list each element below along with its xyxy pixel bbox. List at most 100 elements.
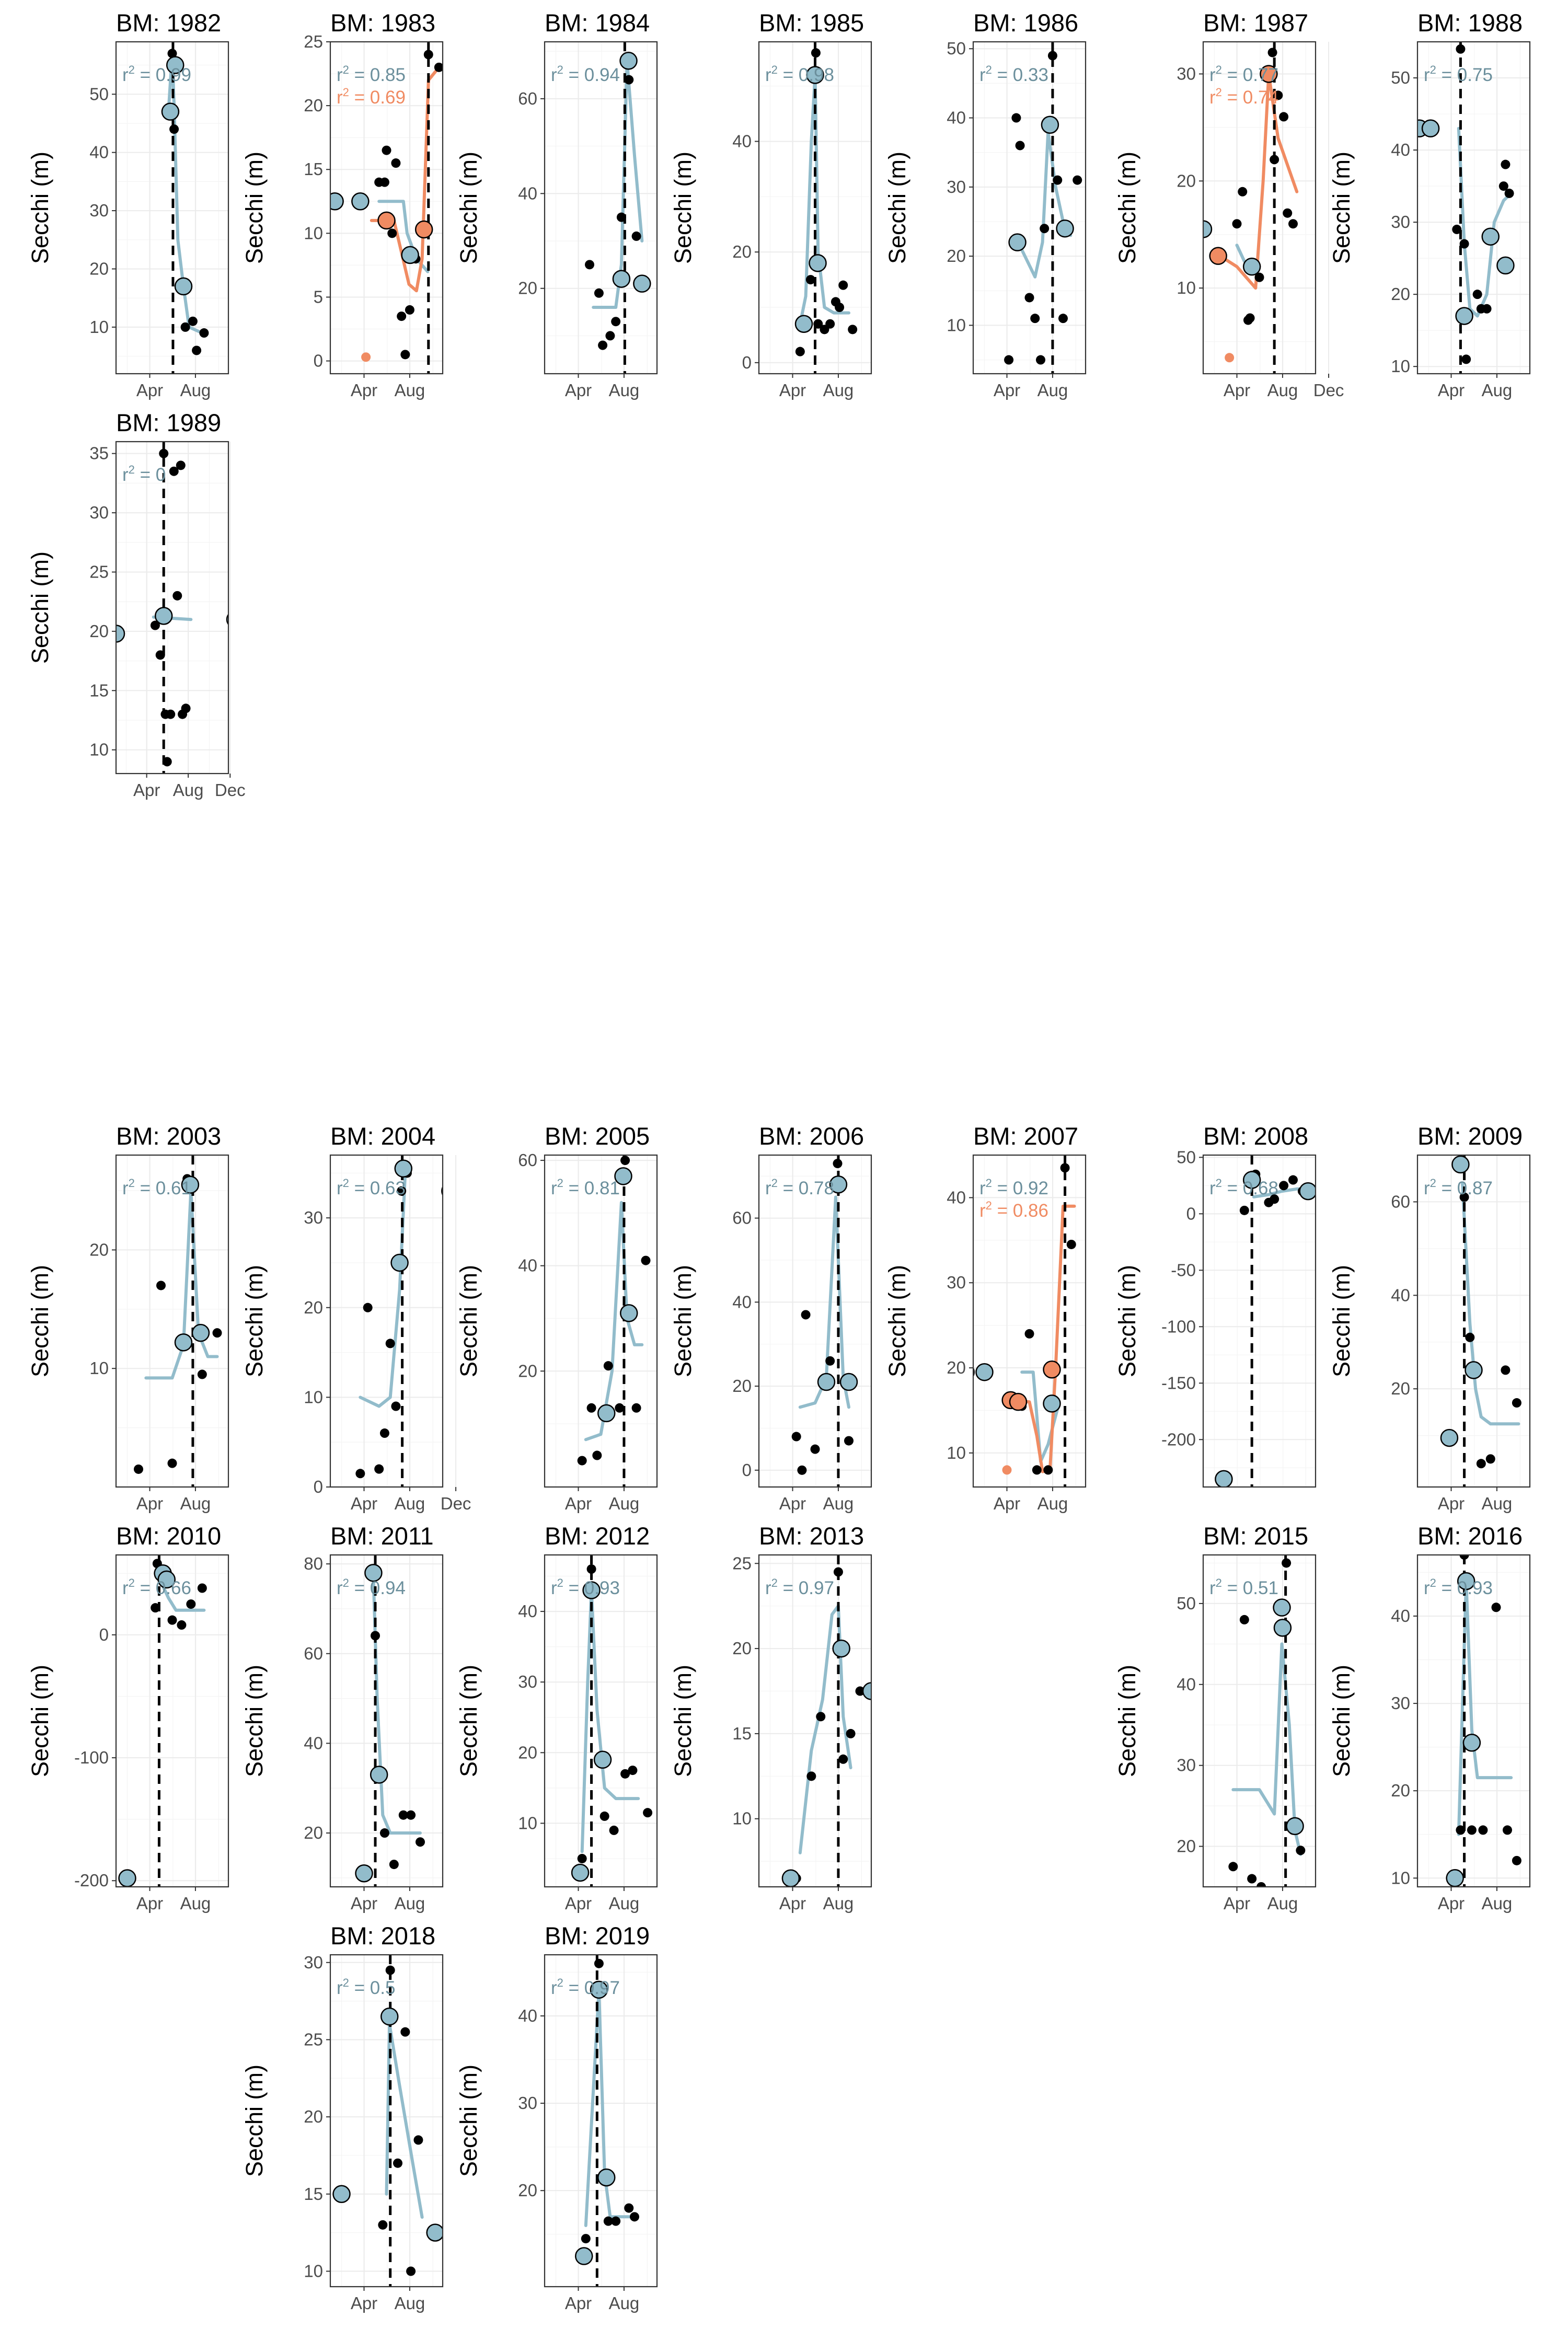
panel-title: BM: 2003 <box>116 1122 221 1150</box>
observation-point <box>1066 1239 1076 1249</box>
panel-border <box>758 41 872 375</box>
panel-border <box>544 1554 658 1888</box>
y-tick-label: 10 <box>89 317 109 337</box>
observation-point <box>1465 1332 1475 1342</box>
x-tick-label: Aug <box>823 1494 854 1513</box>
observation-point <box>167 1458 177 1468</box>
observation-point <box>835 303 845 312</box>
series-blue-point <box>1203 220 1213 238</box>
observation-point <box>1058 314 1068 324</box>
r2-label-blue: r2 = 0.99 <box>122 63 191 85</box>
y-tick-label: 35 <box>89 444 109 463</box>
series-blue-point <box>1446 1869 1464 1887</box>
series-orange-point <box>377 211 396 230</box>
y-tick-label: 40 <box>1391 1606 1410 1625</box>
fit-curve-blue <box>1461 1181 1520 1426</box>
x-tick-label: Aug <box>395 381 425 400</box>
fit-curve-blue <box>798 1604 852 1854</box>
panel-2009: r2 = 0.87 20 40 60 Apr Aug BM: 2009 Secchi (m) <box>1328 1122 1531 1513</box>
observation-point <box>172 591 182 601</box>
series-blue-point <box>1440 1428 1459 1447</box>
y-axis-title: Secchi (m) <box>1328 1265 1355 1377</box>
y-tick-label: 25 <box>304 32 323 51</box>
series-blue-point <box>355 1864 373 1883</box>
y-tick-label: 10 <box>304 223 323 243</box>
panel-marks <box>575 1955 639 2287</box>
series-blue-point <box>1215 1470 1233 1487</box>
observation-point <box>1476 1459 1486 1469</box>
x-tick-label: Apr <box>136 1494 163 1513</box>
panel-background <box>545 1555 657 1887</box>
fit-curve-blue <box>592 59 644 309</box>
y-tick-label: 10 <box>947 1443 966 1462</box>
series-blue-point <box>575 2247 593 2265</box>
x-tick-label: Apr <box>994 1494 1020 1513</box>
r2-label-blue: r2 = 0.66 <box>122 1576 191 1598</box>
y-axis-title: Secchi (m) <box>27 1265 53 1377</box>
y-tick-label: 20 <box>947 246 966 266</box>
y-tick-label: 10 <box>732 1809 752 1828</box>
observation-point <box>180 322 190 332</box>
observation-point <box>423 50 433 60</box>
y-tick-label: 10 <box>304 1387 323 1406</box>
series-blue-point <box>174 1333 193 1352</box>
observation-point <box>1482 304 1492 314</box>
y-tick-label: 40 <box>732 132 752 151</box>
observation-point <box>406 1810 416 1820</box>
panel-marks <box>1446 1555 1521 1887</box>
panel-border <box>329 1554 444 1888</box>
observation-point <box>615 1403 625 1413</box>
fit-curve-blue <box>580 1588 640 1853</box>
series-blue-point <box>1273 1619 1292 1637</box>
series-blue-point <box>1242 257 1261 276</box>
observation-point <box>385 1965 395 1975</box>
series-blue-point <box>781 1869 800 1887</box>
observation-point <box>385 1339 395 1348</box>
panel-marks <box>330 42 443 374</box>
y-tick-label: 30 <box>1177 64 1196 83</box>
panel-title: BM: 2015 <box>1203 1522 1308 1550</box>
observation-point <box>167 1615 177 1625</box>
observation-point <box>616 212 626 222</box>
y-tick-label: 30 <box>1177 1756 1196 1775</box>
y-tick-label: 5 <box>314 287 323 306</box>
series-blue-point <box>426 2223 443 2242</box>
observation-point <box>1245 313 1255 323</box>
series-blue-point <box>118 1869 136 1887</box>
observation-point <box>1498 181 1508 191</box>
observation-point <box>400 2027 410 2037</box>
series-blue-point <box>1008 233 1027 251</box>
observation-point <box>391 158 401 168</box>
observation-point <box>611 317 621 327</box>
observation-point <box>1296 1846 1306 1855</box>
panel-1984: r2 = 0.94 20 40 60 Apr Aug BM: 1984 Secchi (m) <box>455 9 658 400</box>
observation-point <box>1461 354 1471 364</box>
panel-border <box>972 1154 1087 1488</box>
y-tick-label: 25 <box>89 562 109 581</box>
x-tick-label: Aug <box>609 381 640 400</box>
r2-label-orange: r2 = 0.74 <box>1209 86 1278 108</box>
y-tick-label: 50 <box>89 84 109 103</box>
panel-2003: r2 = 0.61 10 20 Apr Aug BM: 2003 Secchi (m) <box>27 1122 229 1513</box>
observation-point <box>397 312 407 321</box>
observation-point <box>397 1186 407 1196</box>
observation-point <box>586 1403 596 1413</box>
r2-label-blue: r2 = 0.68 <box>1209 1177 1278 1198</box>
series-blue-point <box>1451 1155 1470 1174</box>
series-orange-point <box>1260 65 1278 83</box>
r2-label-blue: r2 = 0.98 <box>765 63 834 85</box>
observation-point <box>594 288 604 298</box>
y-tick-label: 50 <box>1177 1147 1196 1167</box>
observation-point <box>1238 187 1248 197</box>
y-tick-label: 50 <box>947 39 966 58</box>
observation-point <box>1267 48 1277 57</box>
series-blue-point <box>817 1373 836 1391</box>
observation-point <box>848 325 858 335</box>
observation-point <box>825 319 835 329</box>
series-blue-point <box>166 56 185 74</box>
y-tick-label: 30 <box>1391 212 1410 232</box>
observation-point <box>624 75 634 85</box>
observation-point <box>1270 1194 1279 1204</box>
observation-point <box>177 1620 187 1630</box>
